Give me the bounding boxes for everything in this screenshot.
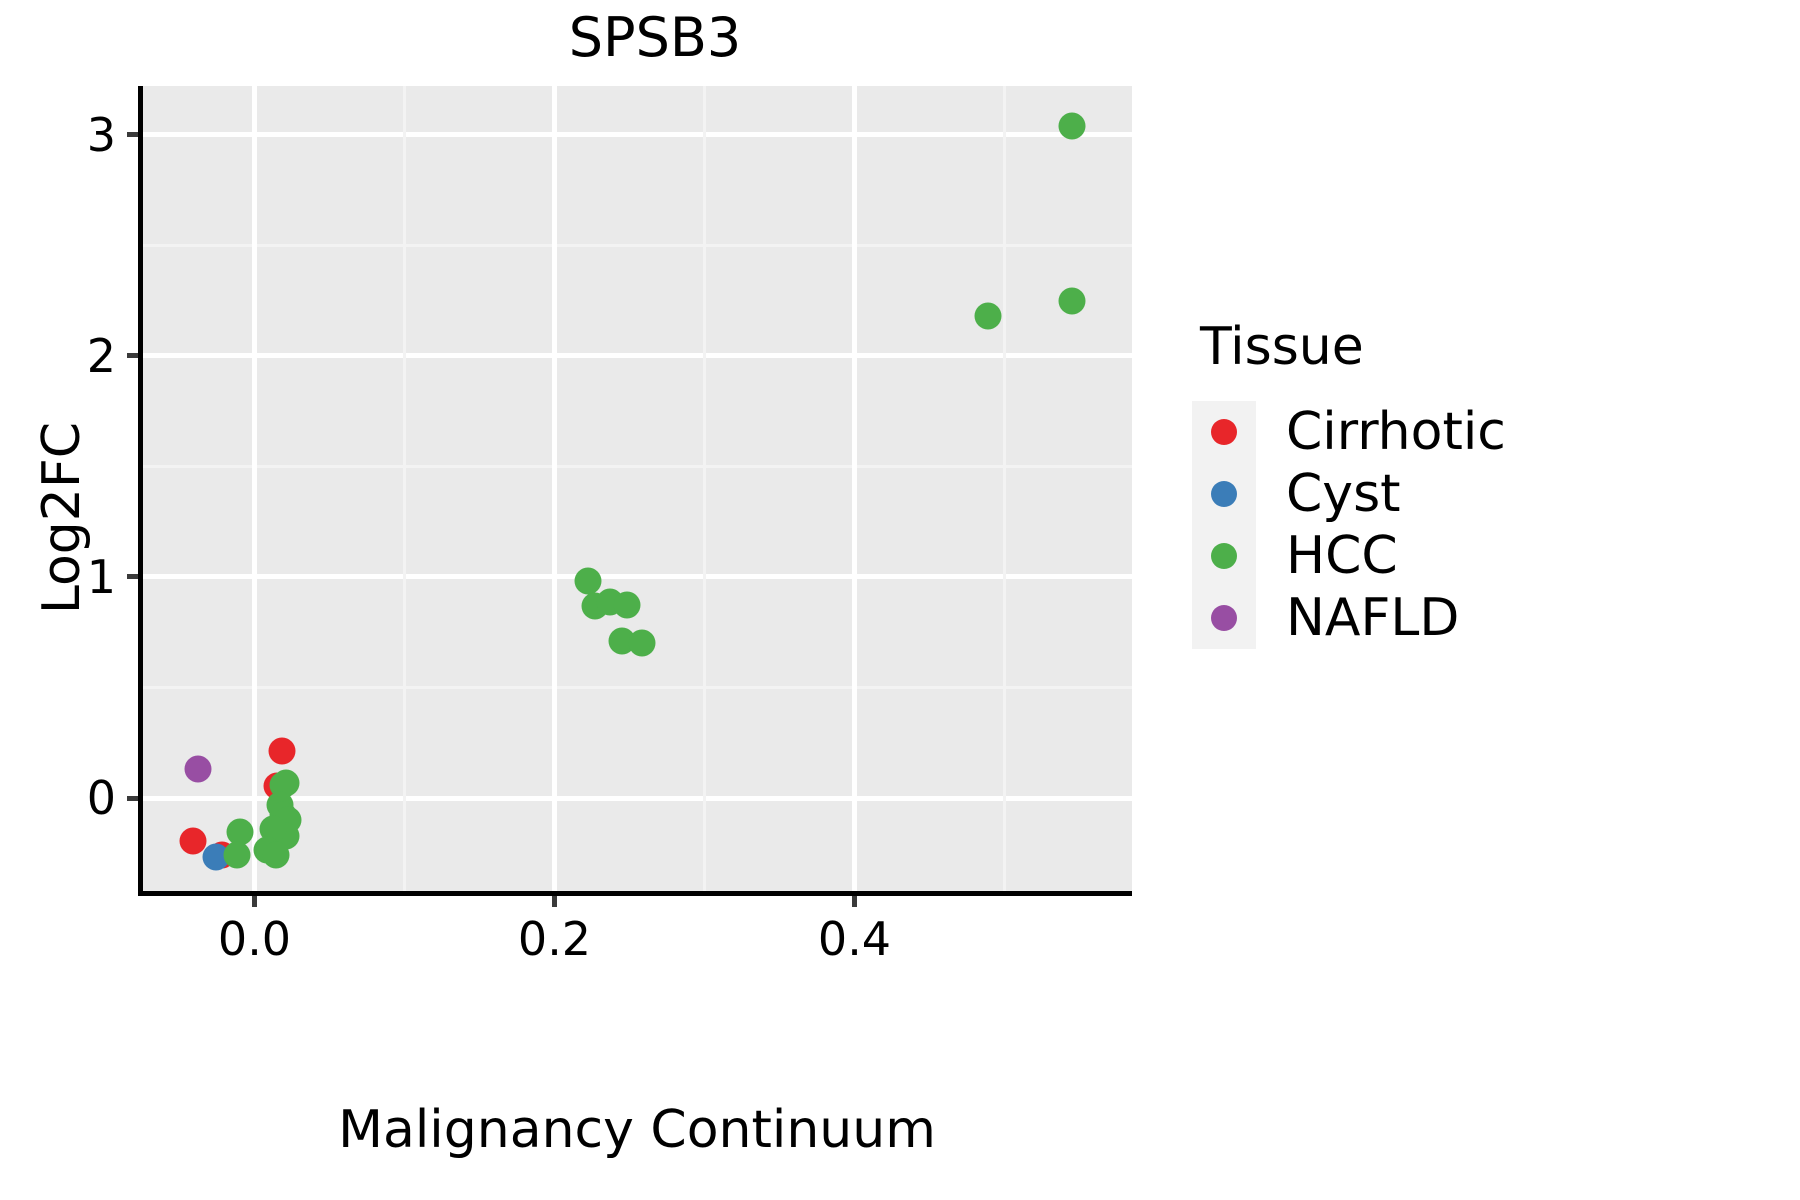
legend-dot-icon <box>1211 418 1237 445</box>
x-axis-tick-label: 0.4 <box>817 912 892 966</box>
y-axis-line <box>138 86 143 891</box>
x-axis-tick <box>252 896 257 907</box>
x-axis-tick-label: 0.0 <box>217 912 292 966</box>
y-axis-tick <box>127 132 138 138</box>
y-axis-tick-label: 3 <box>86 107 116 162</box>
y-axis-tick-label: 1 <box>86 549 116 604</box>
legend-key-swatch <box>1192 400 1256 463</box>
x-axis-title: Malignancy Continuum <box>338 1100 936 1160</box>
scatter-point-hcc <box>1058 287 1086 315</box>
gridline-horizontal-major <box>142 353 1132 359</box>
legend-item-cyst[interactable]: Cyst <box>1192 462 1712 525</box>
y-axis-tick-label: 0 <box>86 771 116 826</box>
legend: Tissue Cirrhotic Cyst HCC NAFLD <box>1192 320 1712 649</box>
legend-dot-icon <box>1211 480 1237 507</box>
scatter-point-cirrhotic <box>268 737 295 765</box>
y-axis-tick-label: 2 <box>86 328 116 383</box>
gridline-vertical-minor <box>403 86 406 891</box>
gridline-horizontal-minor <box>142 464 1132 468</box>
x-axis-tick <box>552 896 557 907</box>
scatter-point-hcc <box>574 567 601 595</box>
scatter-point-hcc <box>262 841 289 869</box>
legend-item-nafld[interactable]: NAFLD <box>1192 586 1712 649</box>
gridline-vertical-major <box>252 86 257 891</box>
plot-panel <box>142 86 1132 891</box>
gridline-vertical-minor <box>703 86 706 891</box>
scatter-point-hcc <box>628 629 655 657</box>
gridline-horizontal-major <box>142 574 1132 580</box>
gridline-horizontal-major <box>142 132 1132 138</box>
x-axis-tick <box>852 896 857 907</box>
x-axis-tick-label: 0.2 <box>517 912 592 966</box>
gridline-vertical-major <box>552 86 557 891</box>
scatter-point-hcc <box>223 841 250 868</box>
legend-key-swatch <box>1192 462 1256 525</box>
gridline-vertical-minor <box>1003 86 1006 891</box>
y-axis-tick <box>127 574 138 580</box>
legend-item-label: HCC <box>1286 525 1398 586</box>
scatter-point-hcc <box>613 591 640 619</box>
y-axis-tick <box>127 795 138 801</box>
legend-item-cirrhotic[interactable]: Cirrhotic <box>1192 400 1712 463</box>
scatter-point-hcc <box>1058 112 1086 140</box>
y-axis-title: Log2FC <box>32 421 92 615</box>
legend-item-hcc[interactable]: HCC <box>1192 524 1712 587</box>
legend-item-label: Cyst <box>1286 463 1401 524</box>
legend-dot-icon <box>1211 604 1237 631</box>
gridline-vertical-major <box>852 86 857 891</box>
gridline-horizontal-minor <box>142 686 1132 690</box>
legend-key-swatch <box>1192 586 1256 649</box>
gridline-horizontal-major <box>142 795 1132 801</box>
x-axis-line <box>138 891 1132 896</box>
legend-items: Cirrhotic Cyst HCC NAFLD <box>1192 400 1712 649</box>
legend-item-label: NAFLD <box>1286 587 1460 648</box>
legend-title: Tissue <box>1200 317 1364 377</box>
gridline-horizontal-minor <box>142 243 1132 247</box>
scatter-point-nafld <box>184 755 211 783</box>
scatter-point-cirrhotic <box>179 827 207 855</box>
scatter-point-hcc <box>974 302 1002 330</box>
legend-dot-icon <box>1211 542 1237 569</box>
legend-item-label: Cirrhotic <box>1286 401 1506 462</box>
plot-panel-wrapper <box>142 86 1132 891</box>
legend-key-swatch <box>1192 524 1256 587</box>
page-title: SPSB3 <box>568 6 742 69</box>
y-axis-tick <box>127 353 138 359</box>
